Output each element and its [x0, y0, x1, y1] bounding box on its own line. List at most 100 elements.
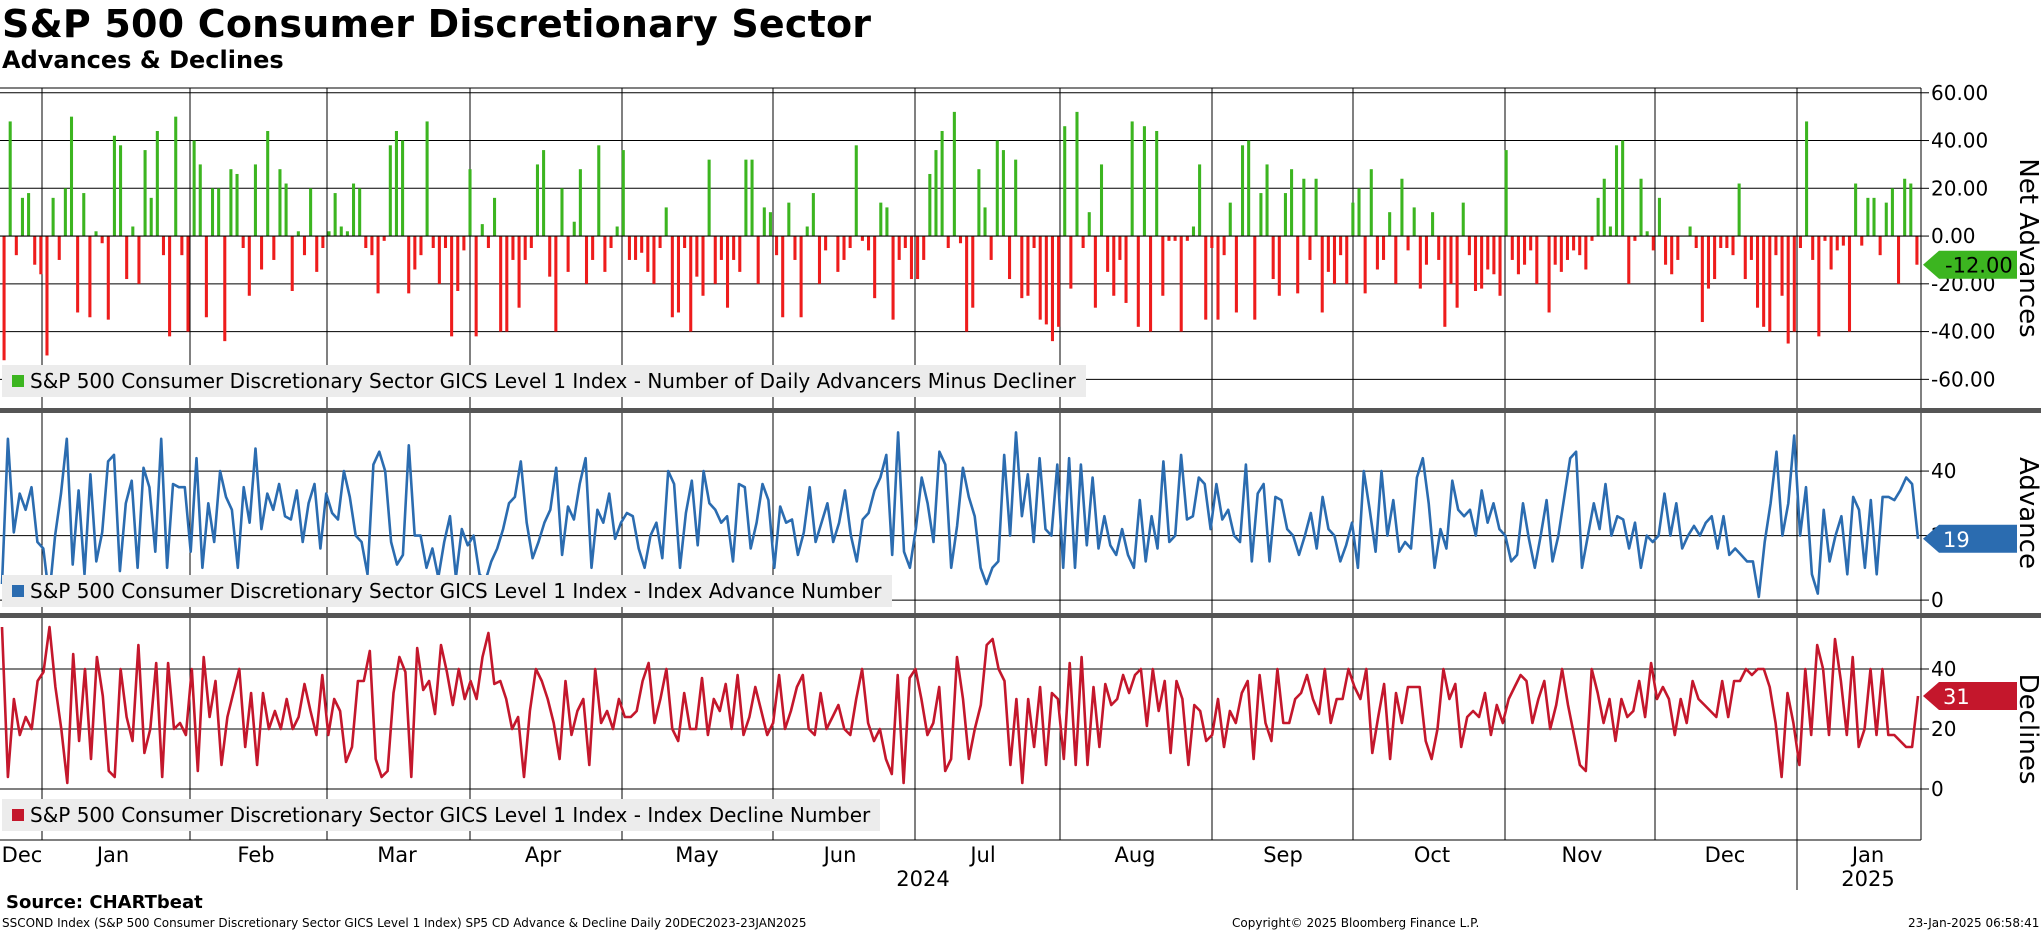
y-tick-label: -40.00	[1931, 320, 1995, 344]
net-advance-bar	[161, 236, 166, 256]
net-advance-bar	[1572, 236, 1576, 251]
x-month-label: Oct	[1414, 843, 1450, 867]
last-value-tag	[1923, 524, 2017, 553]
net-advance-bar	[1228, 202, 1232, 237]
net-advance-bar	[1431, 212, 1435, 237]
net-advance-bar	[1314, 178, 1318, 237]
y-tick-label: 20	[1931, 717, 1956, 741]
y-tick-label: 20.00	[1931, 176, 1988, 200]
net-advance-bar	[1553, 236, 1557, 265]
net-advance-bar	[204, 236, 208, 318]
net-advance-bar	[609, 236, 613, 248]
net-advance-bar	[867, 236, 871, 251]
net-advance-bar	[137, 236, 141, 284]
net-advance-bar	[1492, 236, 1496, 275]
net-advance-bar	[443, 236, 448, 248]
net-advance-bar	[1136, 236, 1140, 327]
net-advance-bar	[168, 236, 172, 337]
x-month-label: Sep	[1263, 843, 1303, 867]
net-advance-bar	[1774, 236, 1778, 256]
net-advance-bar	[1688, 226, 1692, 237]
net-advance-bar	[1467, 236, 1471, 256]
net-advance-bar	[370, 236, 374, 256]
net-advance-bar	[1443, 236, 1447, 327]
net-advance-bar	[1731, 236, 1735, 256]
net-advance-bar	[1737, 183, 1741, 237]
net-advance-bar	[1473, 236, 1478, 291]
net-advance-bar	[480, 224, 484, 237]
y-tick-label: 40.00	[1931, 129, 1988, 153]
net-advance-bar	[1259, 193, 1263, 237]
net-advance-bar	[1860, 236, 1864, 246]
net-advance-bar	[1302, 178, 1306, 237]
net-advance-bar	[20, 197, 24, 237]
net-advance-bar	[1050, 236, 1054, 342]
net-advance-bar	[1565, 236, 1570, 260]
net-advance-bar	[333, 193, 337, 237]
net-advance-bar	[1768, 236, 1772, 332]
net-advance-bar	[707, 159, 711, 237]
net-advance-bar	[456, 236, 460, 291]
net-advance-bar	[1590, 236, 1594, 241]
last-value-tag	[1923, 682, 2017, 710]
x-month-label: Aug	[1114, 843, 1155, 867]
net-advance-bar	[351, 183, 356, 237]
decline-line	[0, 625, 1920, 785]
net-advance-bar	[1866, 197, 1870, 237]
net-advance-bar	[57, 236, 61, 260]
net-advance-bar	[1351, 202, 1355, 237]
net-advance-bar	[364, 236, 368, 248]
net-advance-bar	[805, 226, 809, 237]
net-advance-bar	[272, 236, 276, 260]
net-advance-bar	[14, 236, 18, 256]
net-advance-bar	[1106, 236, 1110, 272]
net-advance-bar	[112, 135, 116, 237]
x-month-label: Jan	[95, 843, 129, 867]
net-advance-bar	[1038, 236, 1042, 320]
net-advance-bar	[1823, 236, 1827, 241]
net-advance-bar	[836, 236, 840, 272]
net-advance-bar	[82, 193, 86, 237]
net-advance-bar	[989, 236, 993, 260]
net-advance-bar	[670, 236, 674, 318]
net-advance-bar	[854, 145, 858, 237]
net-advance-bar	[1639, 178, 1643, 237]
net-advance-bar	[995, 140, 999, 237]
net-advance-bar	[1240, 145, 1245, 237]
net-advance-bar	[106, 236, 110, 320]
net-advance-bar	[241, 236, 245, 248]
net-advance-bar	[848, 236, 852, 248]
net-advance-bar	[1504, 150, 1508, 237]
x-year-label: 2024	[896, 867, 949, 891]
net-advance-bar	[1167, 236, 1171, 241]
legend-declines: S&P 500 Consumer Discretionary Sector GI…	[2, 799, 881, 831]
net-advance-bar	[1743, 236, 1747, 280]
net-advance-bar	[2, 236, 6, 361]
net-advance-bar	[1357, 188, 1361, 237]
net-advance-bar	[1755, 236, 1760, 308]
net-advance-bar	[1890, 188, 1894, 237]
net-advance-bar	[474, 236, 478, 337]
net-advance-bar	[1664, 236, 1668, 265]
y-axis-title: Net Advances	[2013, 158, 2041, 337]
net-advance-bar	[229, 169, 233, 237]
net-advance-bar	[192, 140, 196, 237]
net-advance-bar	[787, 202, 791, 237]
net-advance-bar	[1234, 236, 1238, 313]
x-month-label: Apr	[525, 843, 562, 867]
net-advance-bar	[738, 236, 742, 272]
net-advance-bar	[1719, 236, 1723, 248]
net-advance-bar	[1326, 236, 1330, 272]
net-advance-bar	[683, 236, 687, 248]
net-advance-bar	[94, 231, 98, 237]
last-value-label: 19	[1943, 528, 1970, 552]
net-advance-bar	[1283, 193, 1287, 237]
net-advance-bar	[1001, 150, 1005, 237]
net-advance-bar	[1516, 236, 1520, 275]
net-advance-bar	[376, 236, 380, 294]
net-advance-bar	[1706, 236, 1711, 289]
net-advance-bar	[247, 236, 251, 296]
net-advance-bar	[223, 236, 227, 342]
net-advance-bar	[413, 236, 417, 270]
net-advance-bar	[842, 236, 846, 260]
